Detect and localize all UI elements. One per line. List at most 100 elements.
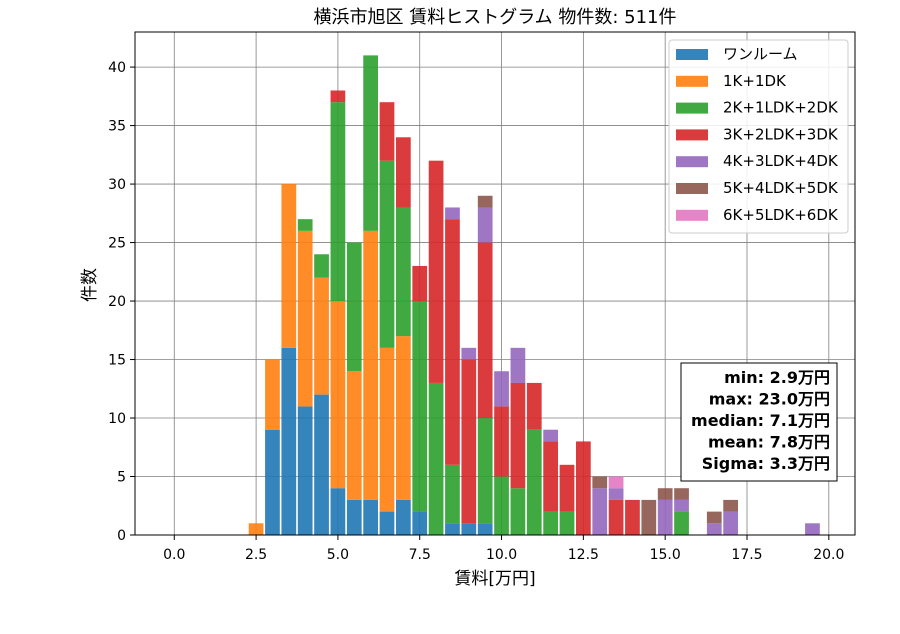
stats-box: min: 2.9万円 max: 23.0万円 median: 7.1万円 mean: … bbox=[680, 362, 838, 482]
x-tick-label: 17.5 bbox=[731, 547, 762, 563]
histogram-bar bbox=[641, 499, 657, 535]
histogram-bar bbox=[608, 499, 624, 535]
histogram-bar bbox=[396, 499, 411, 535]
histogram-bar bbox=[346, 242, 362, 372]
histogram-bar bbox=[559, 511, 575, 535]
histogram-bar bbox=[461, 347, 477, 360]
histogram-bar bbox=[445, 523, 460, 535]
x-tick-label: 10.0 bbox=[486, 547, 517, 563]
histogram-bar bbox=[445, 207, 460, 220]
x-tick-label: 20.0 bbox=[813, 547, 844, 563]
stats-line: median: 7.1万円 bbox=[691, 411, 830, 430]
histogram-bar bbox=[330, 90, 346, 103]
histogram-bar bbox=[428, 160, 444, 383]
histogram-bar bbox=[805, 523, 820, 535]
plot-frame bbox=[134, 31, 856, 536]
stats-line: min: 2.9万円 bbox=[724, 368, 830, 387]
histogram-bar bbox=[330, 301, 346, 489]
stats-line: mean: 7.8万円 bbox=[708, 433, 830, 452]
histogram-bar bbox=[396, 207, 411, 337]
legend-swatch bbox=[676, 49, 708, 60]
histogram-bar bbox=[265, 359, 280, 430]
histogram-bar bbox=[477, 207, 493, 243]
histogram-bar bbox=[477, 242, 493, 419]
histogram-bar bbox=[396, 336, 411, 500]
y-tick-label: 40 bbox=[108, 60, 126, 76]
legend-label: 1K+1DK bbox=[723, 72, 787, 90]
histogram-bar bbox=[265, 429, 280, 535]
histogram-bar bbox=[494, 371, 509, 407]
histogram-bar bbox=[657, 488, 673, 500]
histogram-bar bbox=[723, 499, 738, 512]
x-tick-label: 0.0 bbox=[163, 547, 185, 563]
histogram-bar bbox=[543, 441, 558, 512]
histogram-bar bbox=[379, 347, 395, 512]
histogram-bar bbox=[706, 511, 722, 524]
legend-swatch bbox=[676, 75, 708, 87]
legend-label: 3K+2LDK+3DK bbox=[723, 125, 839, 143]
histogram-bar bbox=[559, 464, 575, 512]
histogram-bar bbox=[314, 394, 329, 535]
x-tick-label: 5.0 bbox=[327, 547, 349, 563]
y-tick-label: 20 bbox=[108, 294, 126, 310]
histogram-bar bbox=[297, 219, 313, 231]
axes-layer: 0.0 2.5 5.0 7.5 10.0 12.5 15.0 17.5 20.0 0 5 10 15 20… bbox=[108, 31, 856, 563]
histogram-bar bbox=[608, 488, 624, 500]
histogram-bar bbox=[363, 55, 378, 231]
histogram-bar bbox=[297, 230, 313, 407]
legend-label: 6K+5LDK+6DK bbox=[723, 206, 839, 224]
histogram-bar bbox=[412, 301, 428, 512]
histogram-bar bbox=[592, 476, 608, 489]
histogram-bar bbox=[428, 382, 444, 535]
stats-line: max: 23.0万円 bbox=[709, 390, 830, 409]
histogram-bar bbox=[543, 429, 558, 442]
histogram-bar bbox=[461, 359, 477, 524]
histogram-bar bbox=[445, 219, 460, 465]
legend: ワンルーム 1K+1DK 2K+1LDK+2DK 3K+2LDK+3DK 4K+3LDK… bbox=[668, 39, 849, 234]
histogram-bar bbox=[330, 488, 346, 535]
histogram-bar bbox=[526, 382, 542, 430]
histogram-bar bbox=[477, 418, 493, 524]
y-tick-label: 35 bbox=[108, 119, 126, 135]
histogram-bar bbox=[477, 195, 493, 208]
histogram-bar bbox=[297, 406, 313, 535]
y-tick-label: 5 bbox=[117, 470, 126, 486]
histogram-bar bbox=[314, 254, 329, 278]
histogram-bar bbox=[379, 160, 395, 348]
histogram-bar bbox=[461, 523, 477, 535]
x-axis-label: 賃料[万円] bbox=[454, 569, 535, 589]
histogram-bar bbox=[723, 511, 738, 535]
histogram-bar bbox=[674, 499, 689, 512]
y-tick-label: 25 bbox=[108, 236, 126, 252]
histogram-bar bbox=[346, 371, 362, 500]
y-axis-label: 件数 bbox=[80, 268, 100, 302]
histogram-bar bbox=[494, 406, 509, 477]
legend-swatch bbox=[676, 209, 708, 221]
x-tick-label: 2.5 bbox=[245, 547, 267, 563]
legend-swatch bbox=[676, 102, 708, 114]
histogram-bar bbox=[674, 511, 689, 535]
legend-label: 4K+3LDK+4DK bbox=[723, 152, 839, 170]
histogram-bar bbox=[363, 230, 378, 500]
histogram-bar bbox=[543, 511, 558, 535]
histogram-bar bbox=[412, 511, 428, 535]
histogram-bar bbox=[576, 441, 591, 535]
histogram-bar bbox=[248, 523, 264, 535]
legend-label: 2K+1LDK+2DK bbox=[723, 99, 839, 117]
grid-layer bbox=[135, 32, 855, 536]
legend-swatch bbox=[676, 183, 708, 194]
y-tick-label: 0 bbox=[117, 528, 126, 544]
y-tick-label: 30 bbox=[108, 177, 126, 193]
histogram-bar bbox=[510, 382, 526, 489]
histogram-bar bbox=[510, 347, 526, 383]
legend-label: 5K+4LDK+5DK bbox=[723, 179, 839, 197]
histogram-bar bbox=[477, 523, 493, 535]
histogram-bar bbox=[445, 464, 460, 524]
histogram-bar bbox=[396, 137, 411, 208]
histogram-bar bbox=[706, 523, 722, 535]
histogram-bar bbox=[314, 277, 329, 395]
histogram-bar bbox=[625, 499, 640, 535]
histogram-bar bbox=[494, 476, 509, 535]
